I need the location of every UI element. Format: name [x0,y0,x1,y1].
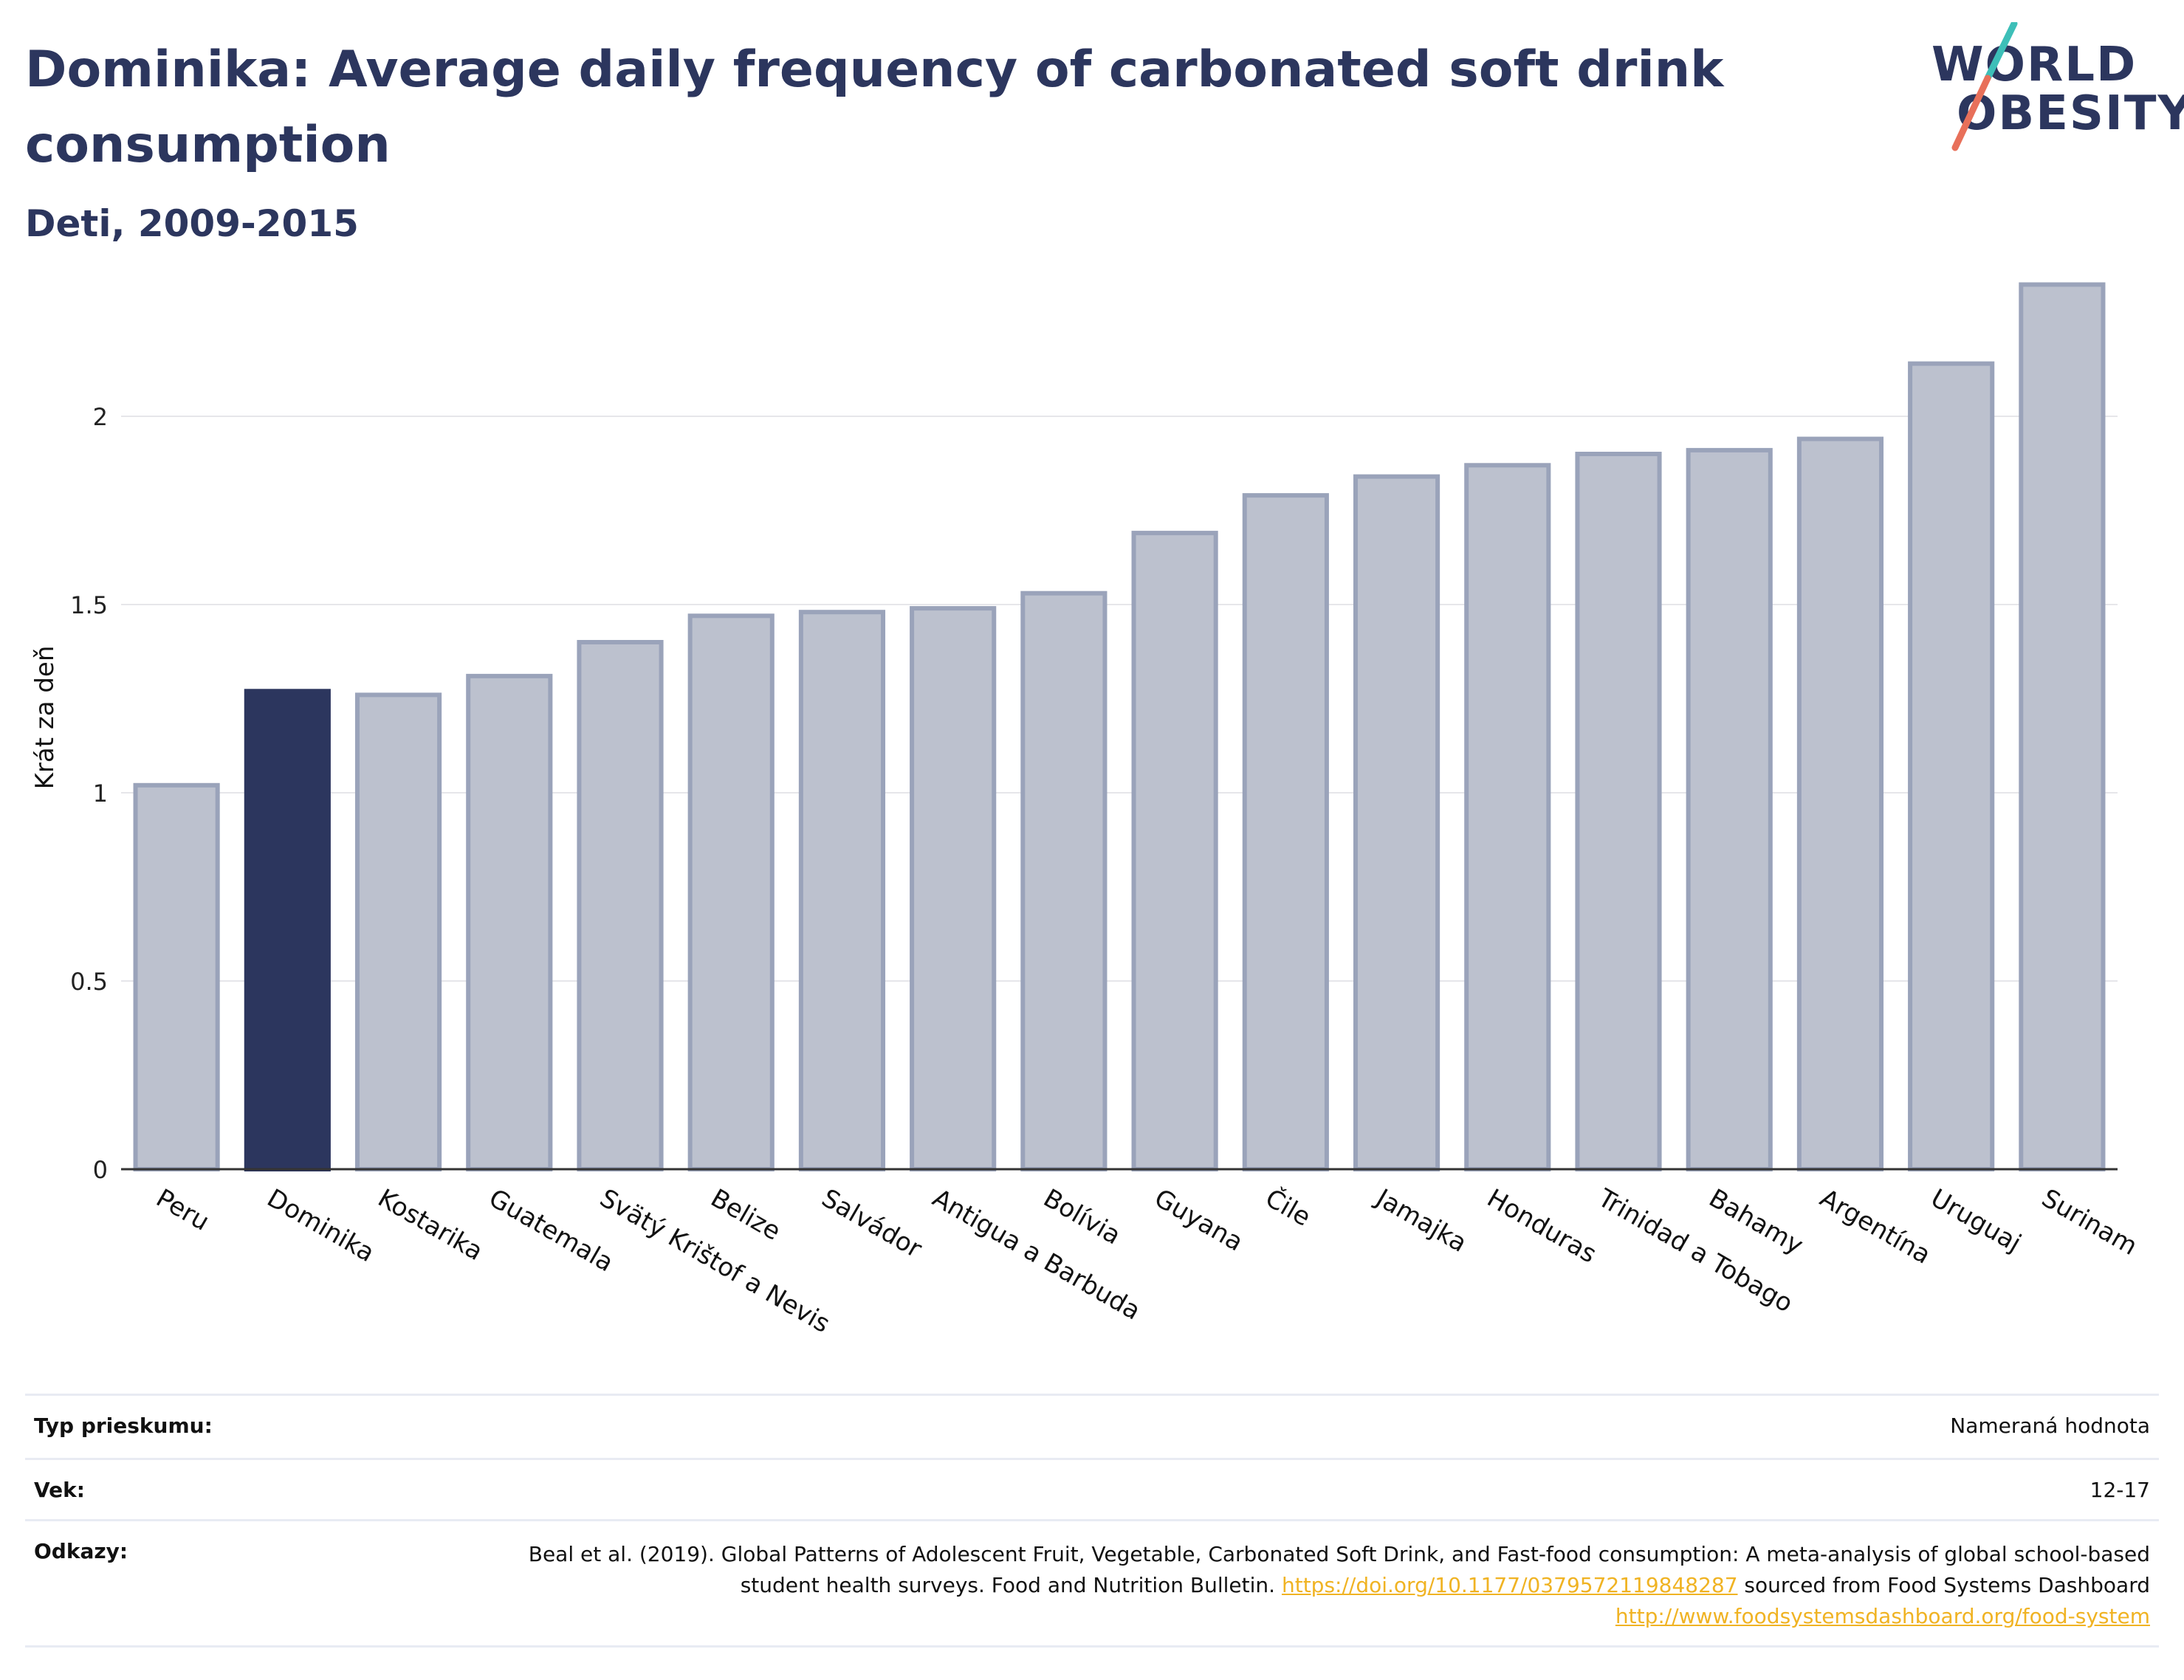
bar-11 [1353,474,1440,1172]
bar-0 [133,782,220,1171]
y-tick-label: 2 [93,403,108,431]
y-tick-label: 0 [93,1156,108,1184]
x-tick-label: Jamajka [1370,1182,1472,1259]
x-tick-label: Guyana [1150,1183,1249,1257]
world-obesity-logo: WORLD OBESITY [1927,22,2184,155]
x-tick-label: Salvádor [817,1183,927,1264]
bar-1 [244,689,331,1171]
reference-text: Beal et al. (2019). Global Patterns of A… [528,1542,2150,1597]
logo-slash-coral [1951,75,1991,151]
meta-row-age: Vek: 12-17 [25,1458,2159,1519]
logo-slash-teal [1984,22,2018,82]
bar-3 [466,673,553,1171]
meta-value-references: Beal et al. (2019). Global Patterns of A… [526,1539,2150,1632]
meta-value-age: 12-17 [2089,1478,2150,1502]
chart-title: Dominika: Average daily frequency of car… [25,41,1724,174]
x-tick-label: Argentína [1815,1183,1936,1270]
x-tick-label: Honduras [1482,1183,1601,1269]
y-axis-title: Krát za deň [30,646,60,790]
x-tick-label: Bolívia [1038,1183,1125,1250]
x-tick-label: Čile [1260,1182,1316,1232]
bar-chart: Krát za deň 0 0.5 1 1.5 2 Peru DominikaKostarik… [30,282,2142,1339]
reference-source-text: sourced from Food Systems Dashboard [1737,1573,2150,1597]
x-tick-label: Dominika [262,1183,380,1268]
metadata-table: Typ prieskumu: Nameraná hodnota Vek: 12-… [25,1394,2159,1648]
x-tick-label: Kostarika [373,1183,488,1267]
bar-15 [1796,436,1884,1172]
y-tick-label: 0.5 [70,968,108,996]
bar-2 [354,692,442,1171]
bar-12 [1464,463,1551,1171]
x-tick-label: Guatemala [484,1183,618,1278]
bar-9 [1131,531,1218,1172]
bar-5 [687,613,775,1171]
x-tick-label: Belize [706,1183,786,1247]
bar-4 [577,640,664,1171]
reference-doi-link[interactable]: https://doi.org/10.1177/0379572119848287 [1281,1573,1738,1597]
bar-7 [910,606,997,1172]
logo-word-world: WORLD [1931,38,2137,92]
bar-16 [1908,361,1995,1172]
x-tick-label: Uruguaj [1926,1183,2026,1259]
bar-8 [1020,591,1108,1171]
bar-10 [1242,493,1329,1172]
reference-dashboard-link[interactable]: http://www.foodsystemsdashboard.org/food… [1615,1604,2150,1628]
x-tick-label: Antigua a Barbuda [927,1183,1145,1326]
meta-row-survey-type: Typ prieskumu: Nameraná hodnota [25,1394,2159,1458]
meta-row-references: Odkazy: Beal et al. (2019). Global Patte… [25,1519,2159,1648]
bar-17 [2019,282,2106,1171]
bar-6 [798,610,886,1171]
bar-14 [1686,447,1773,1171]
y-tick-label: 1.5 [70,591,108,619]
meta-key-survey-type: Typ prieskumu: [34,1414,213,1438]
logo-slash-icon [1951,22,2018,151]
chart-subtitle: Deti, 2009-2015 [25,202,359,245]
x-tick-label: Surinam [2036,1183,2142,1261]
y-tick-label: 1 [93,779,108,808]
x-tick-label: Trinidad a Tobago [1593,1183,1798,1319]
bar-13 [1575,452,1662,1171]
x-tick-label: Peru [151,1183,215,1237]
meta-key-references: Odkazy: [34,1539,128,1563]
meta-key-age: Vek: [34,1478,85,1502]
logo-word-obesity: OBESITY [1957,86,2184,141]
meta-value-survey-type: Nameraná hodnota [1950,1414,2150,1438]
